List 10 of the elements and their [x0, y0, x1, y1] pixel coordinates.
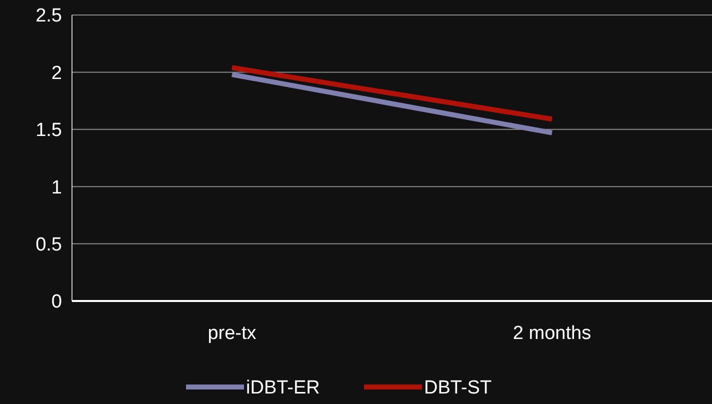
y-tick-label: 0.5 [36, 234, 62, 256]
legend-label: iDBT-ER [246, 378, 320, 399]
y-tick-label: 2.5 [36, 6, 62, 27]
y-tick-label: 0 [51, 292, 62, 313]
y-tick-label: 1.5 [36, 120, 62, 142]
x-tick-label: pre-tx [208, 323, 257, 344]
x-tick-label: 2 months [512, 323, 592, 344]
y-tick-label: 2 [51, 62, 62, 84]
y-tick-label: 1 [51, 177, 62, 198]
legend-label: DBT-ST [424, 378, 492, 399]
